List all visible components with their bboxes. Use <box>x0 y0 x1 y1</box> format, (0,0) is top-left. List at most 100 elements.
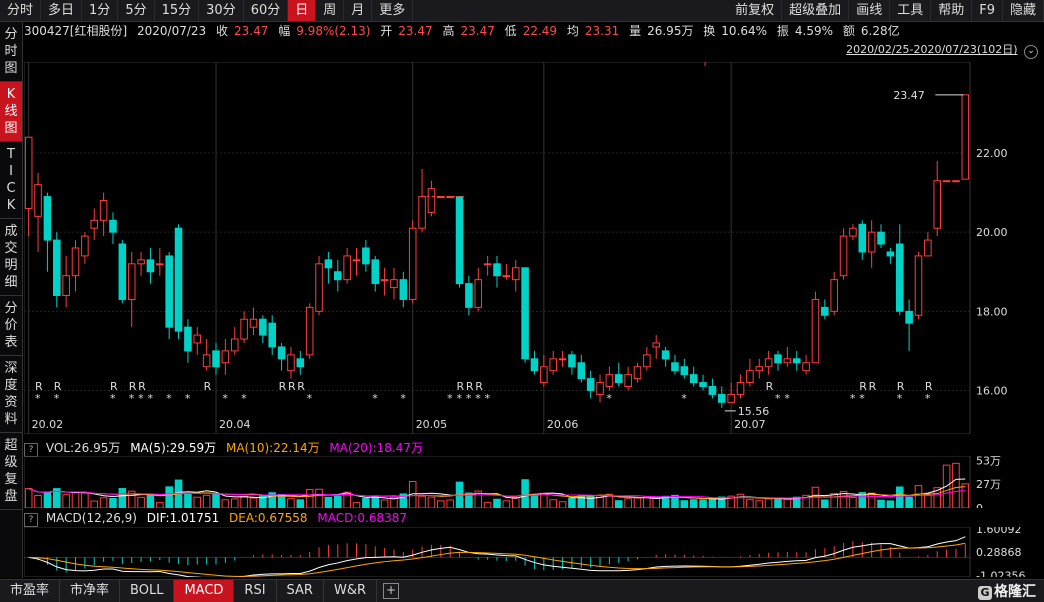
candle-body <box>530 358 539 372</box>
toolbar-item-4[interactable]: 帮助 <box>931 0 973 21</box>
candle-body <box>858 223 867 253</box>
y-tick-label-0: 22.00 <box>976 147 1008 160</box>
signal-star-marker: * <box>110 392 116 405</box>
toolbar-item-5[interactable]: F9 <box>972 0 1003 21</box>
turnover-label: 换 <box>703 24 716 38</box>
vol-ma20: MA(20):18.47万 <box>329 441 423 455</box>
vol-y-tick-2: 0 <box>976 502 983 508</box>
left-nav-item-3[interactable]: 成交明细 <box>0 219 22 296</box>
candle-body <box>71 247 80 277</box>
indicator-tab-0[interactable]: 市盈率 <box>0 580 61 602</box>
toolbar-item-6[interactable]: 隐藏 <box>1003 0 1044 21</box>
left-nav-item-5[interactable]: 深度资料 <box>0 356 22 433</box>
candle-body <box>671 362 679 372</box>
volume-bar <box>305 488 314 508</box>
volume-bar <box>755 500 764 508</box>
candle-body <box>240 318 248 340</box>
left-nav-item-4[interactable]: 分价表 <box>0 296 22 356</box>
signal-star-marker: * <box>681 392 687 405</box>
turnover-value: 10.64% <box>721 24 768 38</box>
volume-bar <box>156 502 164 508</box>
period-tab-2[interactable]: 1分 <box>82 0 119 21</box>
period-tab-3[interactable]: 5分 <box>118 0 155 21</box>
help-icon[interactable]: ? <box>24 443 38 457</box>
period-tab-8[interactable]: 周 <box>316 0 345 21</box>
volume-bar <box>727 495 735 508</box>
volume-bar <box>418 495 426 508</box>
candle-body <box>277 346 286 360</box>
candle-body <box>736 382 745 395</box>
candle-body <box>53 239 61 296</box>
signal-star-marker: * <box>925 392 931 405</box>
date-range-selector[interactable]: 2020/02/25-2020/07/23(102日) ⌄ <box>846 41 1038 59</box>
signal-star-marker: * <box>447 392 453 405</box>
indicator-tab-1[interactable]: 市净率 <box>60 580 121 602</box>
macd-dea-line <box>28 542 966 577</box>
period-tab-6[interactable]: 60分 <box>244 0 289 21</box>
candle-body <box>568 354 576 368</box>
signal-star-marker: * <box>138 392 144 405</box>
volume-bar <box>530 494 539 508</box>
candle-body <box>586 378 595 391</box>
period-tab-9[interactable]: 月 <box>344 0 373 21</box>
candle-body <box>689 374 698 384</box>
indicator-tab-2[interactable]: BOLL <box>120 580 175 602</box>
period-tab-0[interactable]: 分时 <box>0 0 42 21</box>
volume-bar <box>933 487 941 508</box>
indicator-tab-4[interactable]: RSI <box>234 580 277 602</box>
toolbar-item-3[interactable]: 工具 <box>890 0 932 21</box>
kline-chart[interactable]: 22.00 20.00 18.00 16.00 20.02 20.04 20.05 20.06… <box>24 62 1040 434</box>
period-tab-5[interactable]: 30分 <box>199 0 244 21</box>
period-tab-1[interactable]: 多日 <box>41 0 83 21</box>
avg-label: 均 <box>566 24 579 38</box>
macd-chart[interactable]: 1.60092 0.28868 -1.02356 <box>24 527 1040 577</box>
volume-bar <box>165 486 173 508</box>
date-range-text: 2020/02/25-2020/07/23(102日) <box>846 43 1018 56</box>
volume-bar <box>221 499 230 508</box>
add-indicator-button[interactable]: + <box>383 583 399 599</box>
signal-r-marker: R <box>457 380 465 393</box>
period-tab-7[interactable]: 日 <box>288 0 317 21</box>
candle-body <box>961 94 970 180</box>
candle-body <box>558 358 567 361</box>
close-value: 23.47 <box>234 24 269 38</box>
macd-value: MACD:0.68387 <box>317 511 408 525</box>
volume-bar <box>184 493 192 508</box>
volume-bar <box>867 492 876 508</box>
candle-body <box>502 275 511 278</box>
candle-body <box>418 196 426 229</box>
candle-body <box>895 243 904 312</box>
indicator-tab-6[interactable]: W&R <box>324 580 377 602</box>
left-nav-item-0[interactable]: 分时图 <box>0 22 22 82</box>
volume-bar <box>362 497 370 508</box>
candle-body <box>109 219 117 233</box>
toolbar-item-1[interactable]: 超级叠加 <box>782 0 850 21</box>
help-icon[interactable]: ? <box>24 513 38 527</box>
candle-body <box>596 382 604 395</box>
candle-body <box>605 374 614 388</box>
left-nav-item-6[interactable]: 超级复盘 <box>0 433 22 510</box>
candle-body <box>146 259 155 273</box>
volume-bar <box>718 496 726 508</box>
volume-bar <box>624 498 632 508</box>
period-tab-4[interactable]: 15分 <box>155 0 200 21</box>
toolbar-item-2[interactable]: 画线 <box>849 0 891 21</box>
candle-body <box>680 366 689 376</box>
open-value: 23.47 <box>398 24 433 38</box>
volume-bar <box>324 496 333 508</box>
volume-bar <box>858 492 867 508</box>
candle-body <box>202 354 211 368</box>
toolbar-item-0[interactable]: 前复权 <box>728 0 783 21</box>
volume-chart[interactable]: 53万 27万 0 <box>24 456 1040 508</box>
volume-bar <box>652 497 661 508</box>
candle-body <box>811 298 820 364</box>
signal-star-marker: * <box>400 392 406 405</box>
signal-star-marker: * <box>129 392 135 405</box>
indicator-tab-5[interactable]: SAR <box>277 580 324 602</box>
indicator-tab-3[interactable]: MACD <box>174 580 235 602</box>
period-tab-10[interactable]: 更多 <box>372 0 414 21</box>
macd-y-tick-0: 1.60092 <box>976 527 1022 536</box>
